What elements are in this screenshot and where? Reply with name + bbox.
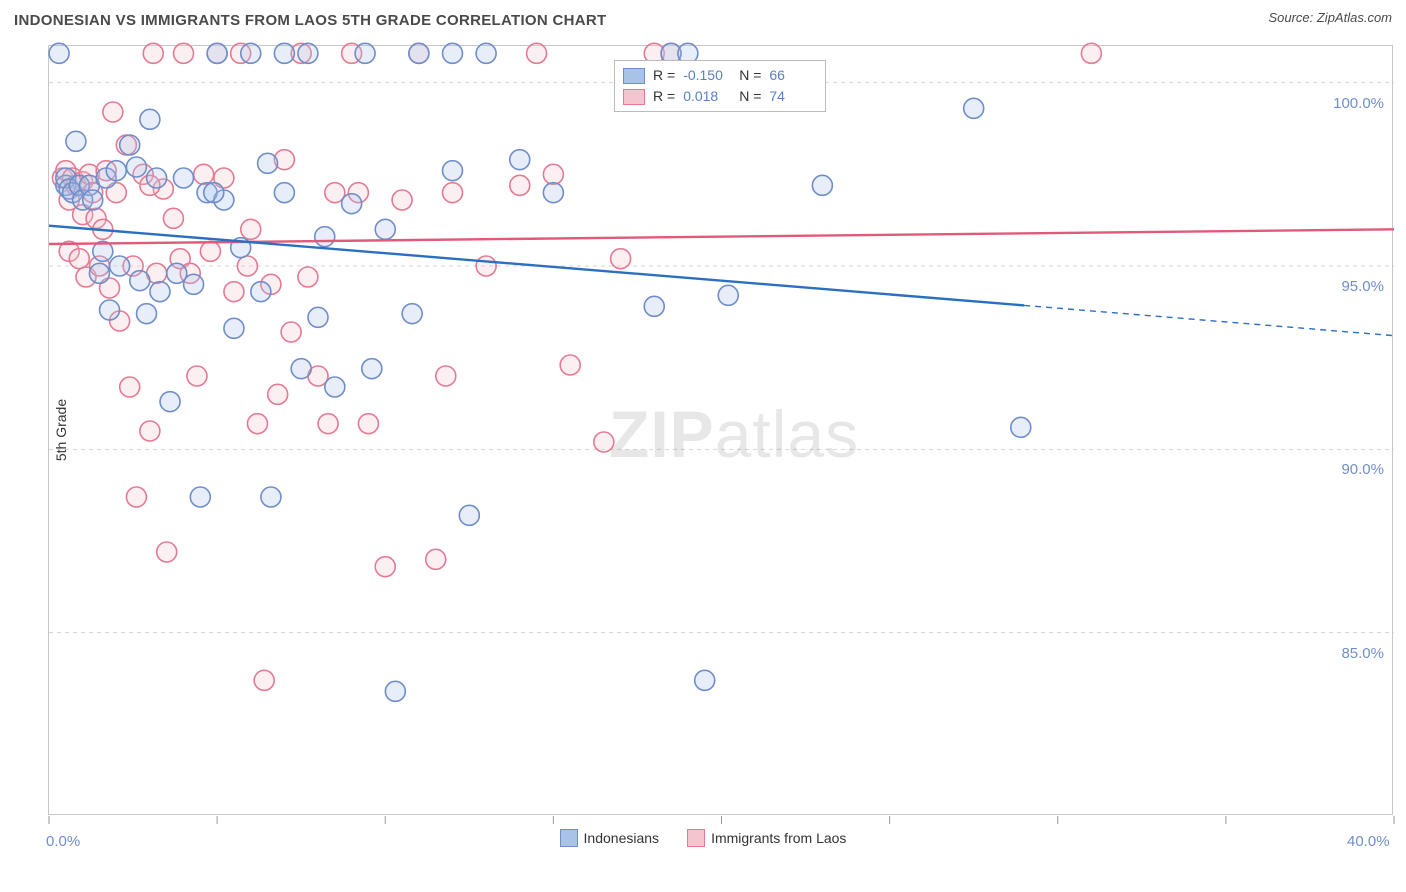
x-tick-label-first: 0.0% bbox=[46, 833, 80, 850]
correlation-legend: R = -0.150 N = 66 R = 0.018 N = 74 bbox=[614, 60, 826, 112]
y-axis-label: 5th Grade bbox=[53, 399, 69, 461]
legend-r-label: R = bbox=[653, 86, 675, 107]
series-legend-item: Indonesians bbox=[560, 829, 660, 847]
plot-area: 5th Grade ZIPatlas R =-0.150N =66R =0.01… bbox=[48, 45, 1393, 815]
legend-swatch bbox=[623, 89, 645, 105]
legend-r-value: -0.150 bbox=[683, 65, 731, 86]
legend-swatch bbox=[623, 68, 645, 84]
legend-n-value: 74 bbox=[769, 86, 817, 107]
legend-r-value: 0.018 bbox=[683, 86, 731, 107]
series-legend-item: Immigrants from Laos bbox=[687, 829, 846, 847]
y-tick-label: 90.0% bbox=[1324, 461, 1384, 478]
y-tick-label: 95.0% bbox=[1324, 278, 1384, 295]
y-tick-label: 100.0% bbox=[1324, 95, 1384, 112]
legend-label: Immigrants from Laos bbox=[711, 830, 846, 846]
y-tick-label: 85.0% bbox=[1324, 645, 1384, 662]
chart-header: INDONESIAN VS IMMIGRANTS FROM LAOS 5TH G… bbox=[0, 0, 1406, 40]
legend-row: R = -0.150 N = 66 bbox=[623, 65, 817, 86]
x-tick-label-last: 40.0% bbox=[1347, 833, 1390, 850]
chart-source: Source: ZipAtlas.com bbox=[1268, 10, 1392, 25]
legend-label: Indonesians bbox=[584, 830, 660, 846]
chart-svg bbox=[49, 46, 1394, 826]
legend-r-label: R = bbox=[653, 65, 675, 86]
series-legend: Indonesians Immigrants from Laos bbox=[0, 829, 1406, 886]
legend-n-value: 66 bbox=[769, 65, 817, 86]
legend-n-label: N = bbox=[739, 86, 761, 107]
legend-n-label: N = bbox=[739, 65, 761, 86]
legend-row: R = 0.018 N = 74 bbox=[623, 86, 817, 107]
legend-swatch bbox=[687, 829, 705, 847]
chart-title: INDONESIAN VS IMMIGRANTS FROM LAOS 5TH G… bbox=[14, 12, 607, 29]
legend-swatch bbox=[560, 829, 578, 847]
